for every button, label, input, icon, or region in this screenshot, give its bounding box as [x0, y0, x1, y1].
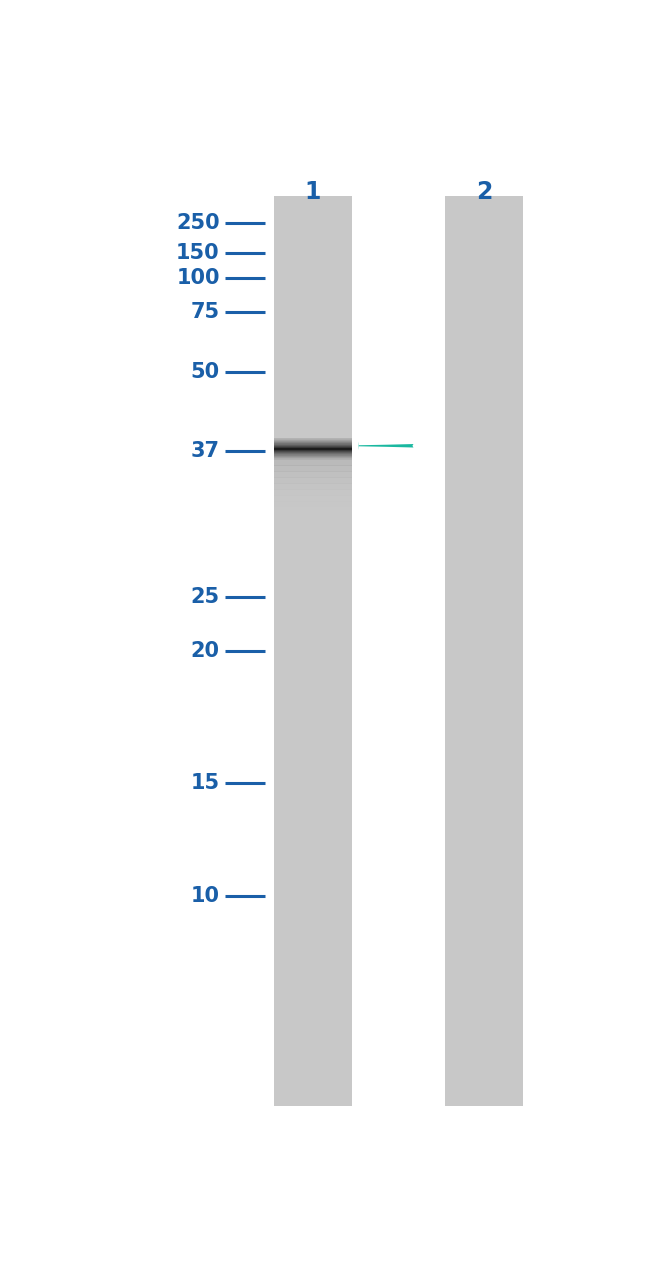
Text: 37: 37	[191, 441, 220, 461]
Text: 75: 75	[190, 302, 220, 321]
Text: 2: 2	[476, 180, 493, 203]
Bar	[274, 471, 352, 478]
Text: 150: 150	[176, 243, 220, 263]
Text: 50: 50	[190, 362, 220, 382]
Text: 1: 1	[305, 180, 321, 203]
Text: 250: 250	[176, 213, 220, 232]
Bar	[274, 465, 352, 472]
Bar	[274, 483, 352, 490]
Bar	[445, 197, 523, 1106]
Text: 25: 25	[190, 587, 220, 607]
Text: 100: 100	[176, 268, 220, 287]
Bar	[274, 478, 352, 484]
Text: 15: 15	[190, 773, 220, 794]
Bar	[274, 500, 352, 508]
Bar	[274, 494, 352, 502]
Bar	[274, 460, 352, 466]
Bar	[274, 489, 352, 495]
Text: 20: 20	[191, 641, 220, 662]
Text: 10: 10	[191, 885, 220, 906]
Bar	[274, 197, 352, 1106]
